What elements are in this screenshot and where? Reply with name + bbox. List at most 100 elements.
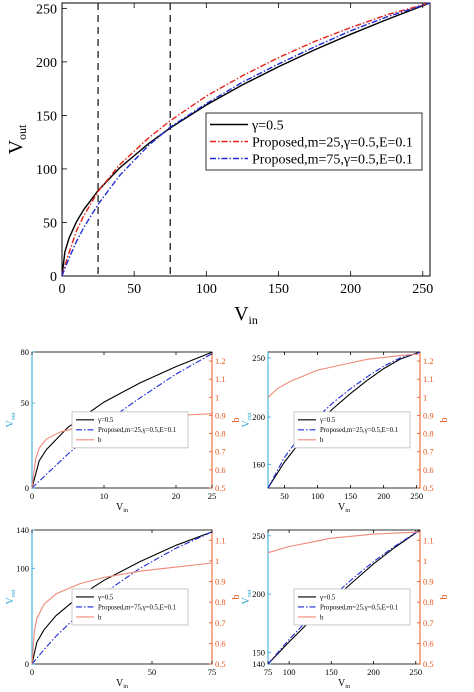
chart-panel-3: 50 100 150 200 2501602002500.50.60.70.80.911… [241, 351, 450, 514]
y2-tick-label: 0.5 [215, 483, 226, 493]
y2-tick-label: 1.2 [215, 356, 226, 366]
y-tick-label: 50 [21, 398, 30, 408]
x-axis-label: Vin [116, 678, 128, 690]
legend-entry-label: γ=0.5 [97, 594, 114, 601]
chart-panel-1: 0 50 100 150 200 250 0 50 100 150 200 250 Vin Vout γ=0… [5, 2, 433, 327]
x-tick-label: 0 [59, 282, 66, 297]
legend-entry-label: Proposed,m=25,γ=0.5,E=0.1 [320, 604, 398, 611]
y-tick-label: 50 [43, 216, 57, 231]
y2-axis-label: b [439, 418, 450, 423]
x-tick-label: 200 [340, 282, 361, 297]
x-tick-label: 100 [311, 491, 324, 501]
y2-tick-label: 1 [215, 556, 219, 566]
x-axis-label: Vin [234, 303, 258, 327]
x-tick-label: 100 [283, 667, 296, 677]
x-tick-label: 25 [208, 491, 217, 501]
y2-tick-label: 0.8 [423, 597, 434, 607]
y2-tick-label: 0.8 [215, 597, 226, 607]
legend: γ=0.5 Proposed,m=75,γ=0.5,E=0.1 b [71, 588, 189, 626]
y-tick-label: 160 [252, 459, 265, 469]
chart-panel-2: 0 10 20 25 0 50 80 0.5 0.6 0.7 0.8 0.9 1 1.1 1.2 Vin Vou… [5, 347, 242, 514]
y2-tick-label: 0.5 [423, 659, 434, 669]
x-tick-label: 50 [127, 282, 141, 297]
series-line-2 [267, 351, 421, 489]
y-axis-label: Vout [5, 124, 29, 154]
y2-tick-label: 1.1 [215, 535, 226, 545]
x-tick-label: 150 [325, 667, 338, 677]
y2-tick-label: 1 [215, 392, 219, 402]
series-line-1 [267, 351, 421, 489]
legend-entry-label: b [320, 614, 324, 621]
y2-tick-label: 1 [423, 392, 427, 402]
legend-entry-label: b [98, 437, 102, 444]
x-tick-label: 250 [410, 491, 423, 501]
y2-tick-label: 1.1 [423, 535, 434, 545]
y-tick-label: 140 [252, 659, 265, 669]
legend: γ=0.5 Proposed,m=25,γ=0.5,E=0.1 b [71, 411, 189, 449]
y2-tick-label: 0.9 [215, 410, 226, 420]
x-axis-label: Vin [338, 502, 350, 514]
y-tick-label: 0 [25, 659, 29, 669]
y2-tick-label: 1.2 [423, 356, 434, 366]
y2-tick-label: 0.7 [423, 618, 434, 628]
y-tick-label: 0 [25, 483, 29, 493]
legend: γ=0.5 Proposed,m=25,γ=0.5,E=0.1 b [293, 411, 411, 449]
y-tick-label: 200 [252, 412, 265, 422]
y-tick-label: 80 [21, 347, 30, 357]
y2-tick-label: 0.8 [215, 429, 226, 439]
x-tick-label: 75 [264, 667, 273, 677]
x-tick-label: 250 [409, 667, 422, 677]
y-tick-label: 250 [36, 2, 57, 17]
series-line-3 [61, 2, 431, 277]
y2-tick-label: 0.5 [423, 483, 434, 493]
x-axis-label: Vin [338, 678, 350, 690]
y2-axis-label: b [231, 418, 242, 423]
legend-entry-label: b [320, 437, 324, 444]
x-tick-label: 20 [172, 491, 181, 501]
y-axis-label: Vout [5, 589, 17, 604]
y-tick-label: 0 [50, 270, 57, 285]
legend-entry-label: Proposed,m=75,γ=0.5,E=0.1 [252, 152, 413, 167]
legend-entry-label: Proposed,m=25,γ=0.5,E=0.1 [252, 135, 413, 150]
x-tick-label: 0 [30, 491, 34, 501]
x-tick-label: 10 [100, 491, 109, 501]
y-tick-label: 100 [36, 163, 57, 178]
x-tick-label: 50 [280, 491, 289, 501]
y-tick-label: 150 [252, 647, 265, 657]
legend-entry-label: γ=0.5 [319, 417, 336, 424]
y-axis-label: Vout [241, 412, 253, 427]
y2-tick-label: 0.7 [215, 618, 226, 628]
y-tick-label: 140 [16, 525, 29, 535]
x-tick-label: 0 [30, 667, 34, 677]
y-tick-label: 200 [252, 589, 265, 599]
x-tick-label: 100 [196, 282, 217, 297]
series-line-3 [267, 353, 421, 398]
legend-entry-label: γ=0.5 [319, 594, 336, 601]
series-line-3 [31, 562, 213, 665]
y2-tick-label: 1 [423, 556, 427, 566]
y2-tick-label: 0.9 [423, 410, 434, 420]
legend-entry-label: γ=0.5 [97, 417, 114, 424]
y2-tick-label: 0.6 [215, 638, 226, 648]
x-tick-label: 200 [367, 667, 380, 677]
y2-axis-label: b [231, 595, 242, 600]
series-line-2 [267, 529, 421, 665]
y2-tick-label: 1.1 [423, 374, 434, 384]
y2-axis-label: b [439, 595, 450, 600]
legend-entry-label: Proposed,m=25,γ=0.5,E=0.1 [320, 427, 398, 434]
y2-tick-label: 0.8 [423, 429, 434, 439]
y2-tick-label: 0.5 [215, 659, 226, 669]
y-axis-label: Vout [5, 412, 17, 427]
y2-tick-label: 0.6 [423, 638, 434, 648]
y2-tick-label: 0.9 [215, 577, 226, 587]
y2-tick-label: 0.6 [215, 465, 226, 475]
series-line-2 [61, 2, 431, 277]
x-axis-label: Vin [116, 502, 128, 514]
x-tick-label: 200 [377, 491, 390, 501]
legend: γ=0.5 Proposed,m=25,γ=0.5,E=0.1 b [293, 588, 411, 626]
x-tick-label: 50 [148, 667, 157, 677]
y2-tick-label: 0.7 [423, 447, 434, 457]
legend-entry-label: γ=0.5 [251, 118, 284, 133]
